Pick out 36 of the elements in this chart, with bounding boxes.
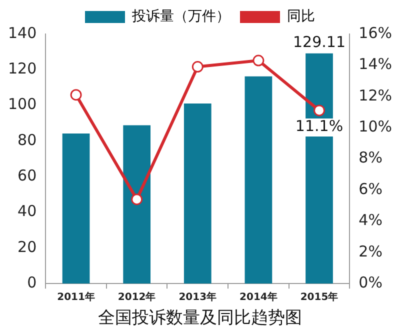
y2-tick-label: 14%: [358, 55, 392, 74]
x-tick-label: 2014年: [240, 291, 278, 304]
bar: [184, 104, 212, 284]
y2-tick-label: 6%: [358, 180, 382, 198]
y-tick-label: 140: [8, 24, 37, 42]
data-label: 11.1%: [295, 116, 344, 135]
x-tick-label: 2011年: [57, 291, 95, 304]
y-tick-label: 60: [18, 166, 37, 185]
point: [131, 194, 143, 206]
x-tick-label: 2015年: [300, 291, 338, 304]
point: [252, 54, 264, 66]
x-tick-label: 2013年: [178, 291, 217, 304]
y2-tick-label: 2%: [358, 242, 382, 260]
legend-label: 同比: [287, 8, 315, 25]
x-tick-label: 2012年: [118, 291, 156, 304]
point: [314, 104, 326, 116]
bar: [62, 133, 90, 284]
y-tick-label: 100: [8, 95, 37, 114]
y-tick-label: 40: [18, 202, 37, 220]
point: [192, 61, 204, 73]
y2-tick-label: 16%: [358, 24, 392, 42]
y2-tick-label: 4%: [358, 211, 382, 230]
y-tick-label: 20: [18, 238, 37, 256]
bar: [123, 125, 151, 284]
y2-tick-label: 12%: [358, 86, 392, 104]
y2-tick-label: 0%: [358, 273, 382, 292]
point: [70, 89, 82, 101]
text: 全国投诉数量及同比趋势图: [98, 308, 302, 328]
bar: [244, 76, 272, 284]
y2-tick-label: 10%: [358, 117, 392, 136]
y-tick-label: 0: [27, 273, 37, 292]
y-tick-label: 80: [18, 130, 37, 149]
data-label: 129.11: [293, 32, 346, 51]
y2-tick-label: 8%: [358, 148, 382, 167]
legend-label: 投诉量（万件）: [131, 8, 230, 25]
y-tick-label: 120: [8, 60, 37, 78]
